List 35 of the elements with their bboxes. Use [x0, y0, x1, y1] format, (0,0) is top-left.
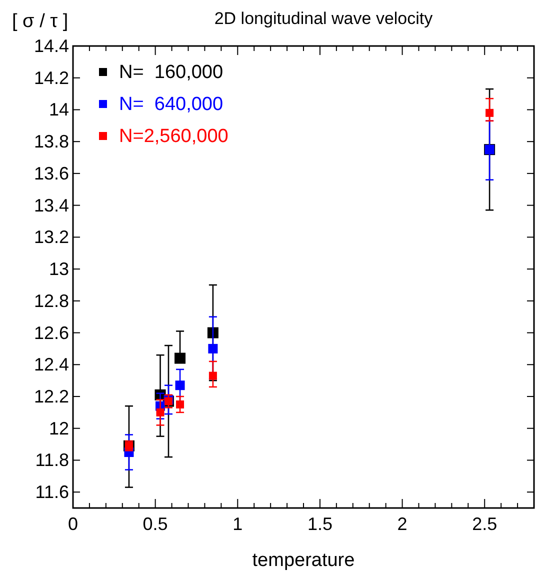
point [208, 344, 218, 354]
y-tick-label: 12.6 [34, 322, 69, 343]
y-axis-title: [ σ / τ ] [12, 11, 68, 32]
x-tick-label: 2 [397, 514, 408, 534]
x-tick-label: 1 [232, 514, 243, 534]
point [174, 352, 186, 364]
point [156, 408, 164, 416]
y-tick-label: 12 [48, 418, 69, 438]
y-tick-label: 13.2 [34, 227, 69, 248]
point [176, 400, 184, 408]
y-tick-label: 12.2 [34, 386, 69, 406]
x-tick-label: 1.5 [307, 514, 332, 534]
x-tick-label: 0.5 [142, 514, 168, 534]
x-axis-title: temperature [252, 550, 355, 571]
y-tick-label: 11.8 [35, 450, 69, 470]
y-tick-label: 13.6 [34, 163, 69, 184]
point [486, 108, 494, 117]
y-tick-label: 11.6 [35, 482, 69, 502]
legend-label: N= 640,000 [119, 94, 224, 115]
legend-label: N= 160,000 [119, 62, 224, 83]
x-tick-label: 0 [68, 514, 78, 534]
y-tick-label: 12.8 [34, 290, 69, 311]
chart-title: 2D longitudinal wave velocity [214, 9, 434, 28]
y-tick-label: 14 [48, 100, 69, 120]
y-tick-label: 12.4 [34, 354, 69, 375]
point [208, 372, 217, 380]
point [207, 327, 218, 338]
point [175, 380, 185, 390]
y-tick-label: 13.4 [34, 195, 69, 216]
y-tick-label: 13.8 [34, 132, 69, 152]
x-tick-label: 2.5 [472, 514, 498, 534]
y-tick-label: 13 [48, 259, 69, 280]
y-tick-label: 14.2 [34, 68, 69, 88]
legend-label: N=2,560,000 [119, 126, 228, 147]
y-tick-label: 14.4 [34, 36, 69, 56]
